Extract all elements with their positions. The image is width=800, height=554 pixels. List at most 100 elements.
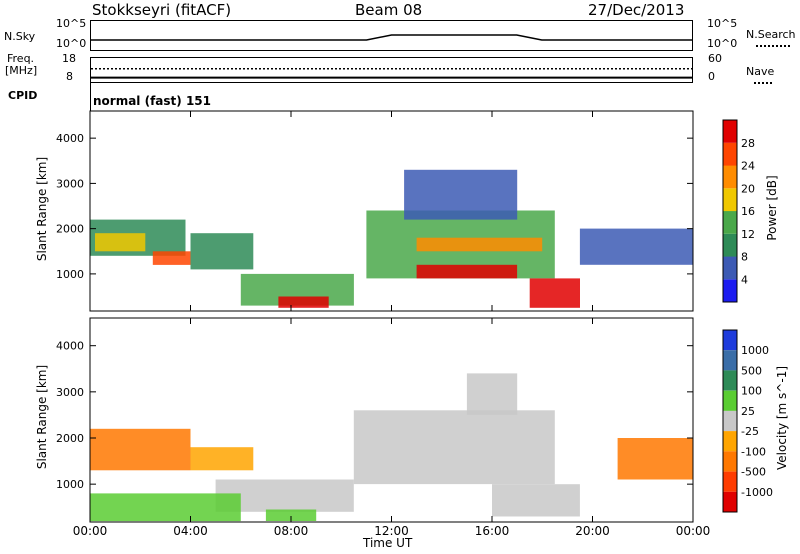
velocity-colorbar-segment <box>723 390 737 411</box>
power-colorbar-segment <box>723 120 737 143</box>
power-ytick-label: 4000 <box>56 132 84 145</box>
power-echo-region <box>404 169 518 220</box>
velocity-colorbar-tick: -500 <box>741 466 766 479</box>
cpid-label: CPID <box>8 89 38 102</box>
power-colorbar-tick: 24 <box>741 160 755 173</box>
nave-label: Nave <box>746 65 775 78</box>
freq-unit: [MHz] <box>5 64 38 77</box>
nsearch-tick-bottom: 10^0 <box>707 37 738 50</box>
power-colorbar-tick: 4 <box>741 273 748 286</box>
power-echo-region <box>416 264 518 279</box>
station-title: Stokkseyri (fitACF) <box>92 1 232 19</box>
cpid-value: normal (fast) 151 <box>93 94 211 108</box>
power-colorbar-tick: 28 <box>741 137 755 150</box>
velocity-echo-region <box>492 484 580 517</box>
nave-tick-bottom: 0 <box>708 70 715 83</box>
x-tick-label: 00:00 <box>676 524 711 538</box>
power-ylabel: Slant Range [km] <box>35 156 49 262</box>
velocity-colorbar-segment <box>723 330 737 351</box>
power-echo-region <box>529 278 580 308</box>
power-echo-region <box>416 237 543 252</box>
velocity-colorbar-segment <box>723 451 737 472</box>
x-tick-label: 20:00 <box>575 524 610 538</box>
freq-panel <box>90 57 693 83</box>
power-echo-region <box>278 296 329 308</box>
x-tick-label: 04:00 <box>173 524 208 538</box>
velocity-ytick-label: 1000 <box>56 478 84 491</box>
power-colorbar-tick: 8 <box>741 251 748 264</box>
power-colorbar-segment <box>723 188 737 212</box>
beam-label: Beam 08 <box>355 1 423 19</box>
velocity-colorbar-tick: -100 <box>741 445 766 458</box>
nsky-label: N.Sky <box>4 30 36 43</box>
nsky-tick-bottom: 10^0 <box>56 37 87 50</box>
velocity-ytick-label: 2000 <box>56 432 84 445</box>
power-colorbar-tick: 16 <box>741 205 755 218</box>
nsearch-legend-line <box>756 45 790 47</box>
velocity-colorbar-tick: 25 <box>741 405 755 418</box>
power-ytick-label: 1000 <box>56 268 84 281</box>
velocity-colorbar-segment <box>723 350 737 371</box>
velocity-colorbar-segment <box>723 370 737 391</box>
velocity-colorbar-tick: 100 <box>741 385 762 398</box>
cpid-divider <box>90 83 91 111</box>
velocity-ytick-label: 4000 <box>56 340 84 353</box>
velocity-echo-region <box>90 428 191 471</box>
power-colorbar-segment <box>723 165 737 189</box>
power-frame <box>89 110 694 312</box>
power-echo-region <box>90 219 186 256</box>
velocity-colorbar-frame <box>722 329 738 513</box>
freq-tick-bottom: 8 <box>66 70 73 83</box>
nsearch-tick-top: 10^5 <box>707 17 738 30</box>
power-colorbar-segment <box>723 142 737 166</box>
velocity-echo-region <box>190 447 254 471</box>
power-echo-region <box>190 233 254 270</box>
nave-legend-line <box>754 82 772 84</box>
velocity-ytick-label: 3000 <box>56 386 84 399</box>
power-echo-region <box>579 228 693 265</box>
power-echo-region <box>152 251 191 265</box>
velocity-echo-region <box>353 410 555 485</box>
velocity-colorbar-segment <box>723 471 737 492</box>
power-colorbar-tick: 12 <box>741 228 755 241</box>
nsky-panel <box>90 20 693 51</box>
velocity-colorbar-segment <box>723 410 737 432</box>
velocity-echo-region <box>617 438 693 480</box>
power-colorbar-segment <box>723 256 737 280</box>
velocity-colorbar-tick: 1000 <box>741 344 769 357</box>
x-tick-label: 16:00 <box>475 524 510 538</box>
velocity-echo-region <box>90 493 241 522</box>
velocity-ylabel: Slant Range [km] <box>35 364 49 470</box>
velocity-colorbar-tick: -1000 <box>741 486 773 499</box>
x-tick-label: 00:00 <box>73 524 108 538</box>
velocity-frame <box>89 317 694 523</box>
velocity-colorbar-tick: -25 <box>741 425 759 438</box>
power-colorbar-segment <box>723 233 737 257</box>
velocity-colorbar-segment <box>723 431 737 452</box>
nsearch-label: N.Search <box>746 28 796 41</box>
power-echo-region <box>366 210 555 279</box>
power-colorbar-tick: 20 <box>741 182 755 195</box>
velocity-colorbar-label: Velocity [m s^-1] <box>775 365 789 471</box>
power-echo-region <box>240 273 354 306</box>
power-colorbar-label: Power [dB] <box>765 175 779 241</box>
freq-trace <box>91 68 692 79</box>
power-colorbar-segment <box>723 211 737 234</box>
power-ytick-label: 3000 <box>56 177 84 190</box>
velocity-echo-region <box>215 479 354 512</box>
velocity-echo-region <box>265 509 317 521</box>
nsky-trace <box>91 34 692 41</box>
x-tick-label: 08:00 <box>274 524 309 538</box>
nave-tick-top: 60 <box>708 52 722 65</box>
x-axis-label: Time UT <box>363 536 413 550</box>
nsky-tick-top: 10^5 <box>56 17 87 30</box>
power-echo-region <box>95 233 146 252</box>
power-colorbar-segment <box>723 279 737 303</box>
velocity-colorbar-segment <box>723 491 737 512</box>
date-label: 27/Dec/2013 <box>588 1 685 19</box>
power-ytick-label: 2000 <box>56 223 84 236</box>
nsky-series-line <box>91 34 692 41</box>
power-colorbar-frame <box>722 119 738 303</box>
velocity-echo-region <box>466 373 518 415</box>
